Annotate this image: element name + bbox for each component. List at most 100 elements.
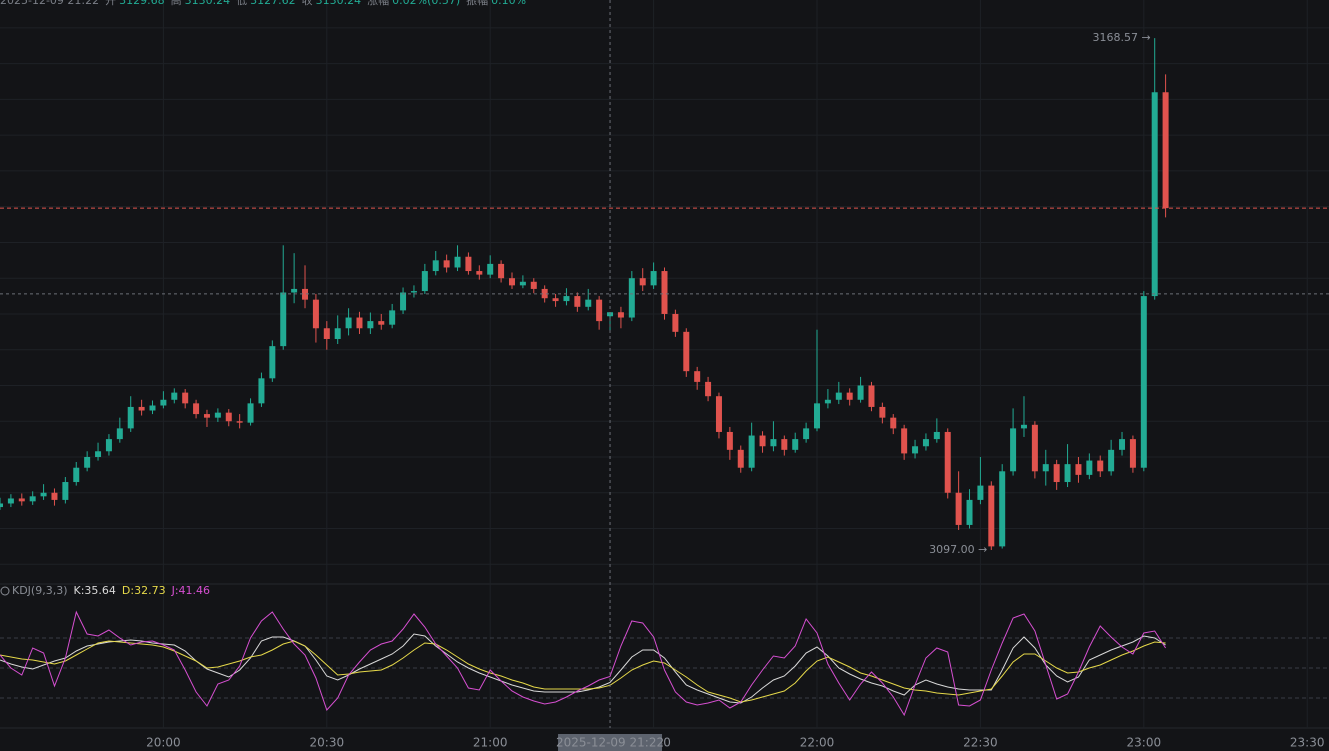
candle-body bbox=[781, 439, 788, 450]
candle-body bbox=[476, 271, 483, 275]
candle-body bbox=[530, 281, 537, 289]
header-label: 低 bbox=[236, 0, 247, 7]
candle-body bbox=[1108, 449, 1115, 472]
candle-body bbox=[792, 439, 799, 450]
candle-body bbox=[51, 492, 58, 500]
candle-body bbox=[1097, 460, 1104, 472]
candle-body bbox=[1053, 464, 1060, 483]
header-label: 高 bbox=[171, 0, 182, 7]
candle-body bbox=[400, 292, 407, 311]
candle-body bbox=[454, 256, 461, 268]
candle-body bbox=[977, 485, 984, 500]
candle-body bbox=[563, 296, 570, 302]
candle-body bbox=[1151, 92, 1158, 297]
x-tick-label: 23:00 bbox=[1127, 736, 1162, 750]
candle-body bbox=[171, 392, 178, 400]
candle-body bbox=[672, 313, 679, 332]
candle-body bbox=[345, 317, 352, 329]
header-date: 2025-12-09 21:22 bbox=[0, 0, 99, 7]
candle-body bbox=[999, 471, 1006, 547]
candle-body bbox=[944, 431, 951, 493]
candle-body bbox=[922, 439, 929, 447]
header-label: 收 bbox=[302, 0, 313, 7]
candle-body bbox=[628, 278, 635, 318]
candle-body bbox=[814, 403, 821, 429]
candle-body bbox=[182, 392, 189, 404]
x-tick-label: 22:00 bbox=[800, 736, 835, 750]
candle-body bbox=[770, 439, 777, 447]
candle-body bbox=[748, 435, 755, 468]
candle-body bbox=[1140, 296, 1147, 468]
candle-body bbox=[1075, 464, 1082, 475]
candle-body bbox=[7, 498, 14, 504]
candle-body bbox=[291, 288, 298, 293]
candle-body bbox=[421, 271, 428, 292]
crosshair-time-label: 2025-12-09 21:22 bbox=[556, 736, 664, 750]
candle-body bbox=[617, 312, 624, 318]
x-tick-label: 22:30 bbox=[963, 736, 998, 750]
candle-body bbox=[726, 431, 733, 450]
candle-body bbox=[367, 321, 374, 329]
candle-body bbox=[1010, 428, 1017, 472]
candle-body bbox=[988, 485, 995, 547]
candle-body bbox=[334, 328, 341, 339]
candle-body bbox=[824, 399, 831, 404]
candle-body bbox=[1031, 424, 1038, 472]
legend-entry: D:32.73 bbox=[122, 584, 166, 597]
candle-body bbox=[1086, 460, 1093, 475]
candle-body bbox=[410, 291, 417, 293]
candle-body bbox=[1020, 424, 1027, 429]
candle-body bbox=[1042, 464, 1049, 472]
candle-body bbox=[541, 288, 548, 299]
candle-body bbox=[835, 392, 842, 400]
kdj-line bbox=[0, 633, 1166, 704]
candle-body bbox=[585, 299, 592, 307]
candle-body bbox=[138, 406, 145, 411]
candle-body bbox=[552, 298, 559, 302]
candle-body bbox=[302, 288, 309, 300]
candle-body bbox=[247, 403, 254, 423]
candle-body bbox=[868, 385, 875, 407]
candle-body bbox=[236, 421, 243, 423]
candle-body bbox=[432, 260, 439, 272]
candle-body bbox=[269, 346, 276, 379]
candle-body bbox=[650, 271, 657, 286]
candle-body bbox=[694, 371, 701, 382]
header-ohlc: 2025-12-09 21:22 开 3129.68 高 3130.24 低 3127.62… bbox=[0, 0, 526, 7]
candle-body bbox=[759, 435, 766, 447]
candle-body bbox=[857, 385, 864, 400]
candle-body bbox=[29, 496, 36, 502]
candle-body bbox=[639, 278, 646, 286]
candle-body bbox=[596, 299, 603, 322]
candle-body bbox=[879, 406, 886, 418]
candle-body bbox=[465, 256, 472, 272]
candle-body bbox=[933, 431, 940, 440]
header-label: 涨幅 bbox=[367, 0, 389, 7]
kdj-legend: KDJ(9,3,3) K:35.64 D:32.73 J:41.46 bbox=[12, 584, 210, 597]
candle-body bbox=[519, 281, 526, 286]
candle-body bbox=[84, 456, 91, 468]
candle-body bbox=[1162, 92, 1169, 209]
candle-body bbox=[193, 403, 200, 415]
candle-body bbox=[389, 310, 396, 325]
candle-body bbox=[737, 449, 744, 468]
header-value: 3129.68 bbox=[119, 0, 165, 7]
header-value: 3130.24 bbox=[316, 0, 362, 7]
extreme-label: 3097.00 → bbox=[929, 543, 987, 556]
candle-body bbox=[378, 321, 385, 325]
candle-body bbox=[443, 260, 450, 268]
candle-body bbox=[40, 492, 47, 497]
candle-body bbox=[803, 428, 810, 440]
kdj-title: KDJ(9,3,3) bbox=[12, 584, 68, 597]
candle-body bbox=[966, 499, 973, 525]
candle-body bbox=[846, 392, 853, 400]
candle-body bbox=[705, 381, 712, 397]
candle-body bbox=[225, 412, 232, 422]
indicator-icon bbox=[0, 586, 10, 596]
header-value: 3130.24 bbox=[185, 0, 231, 7]
candle-body bbox=[890, 417, 897, 429]
candle-body bbox=[258, 378, 265, 404]
